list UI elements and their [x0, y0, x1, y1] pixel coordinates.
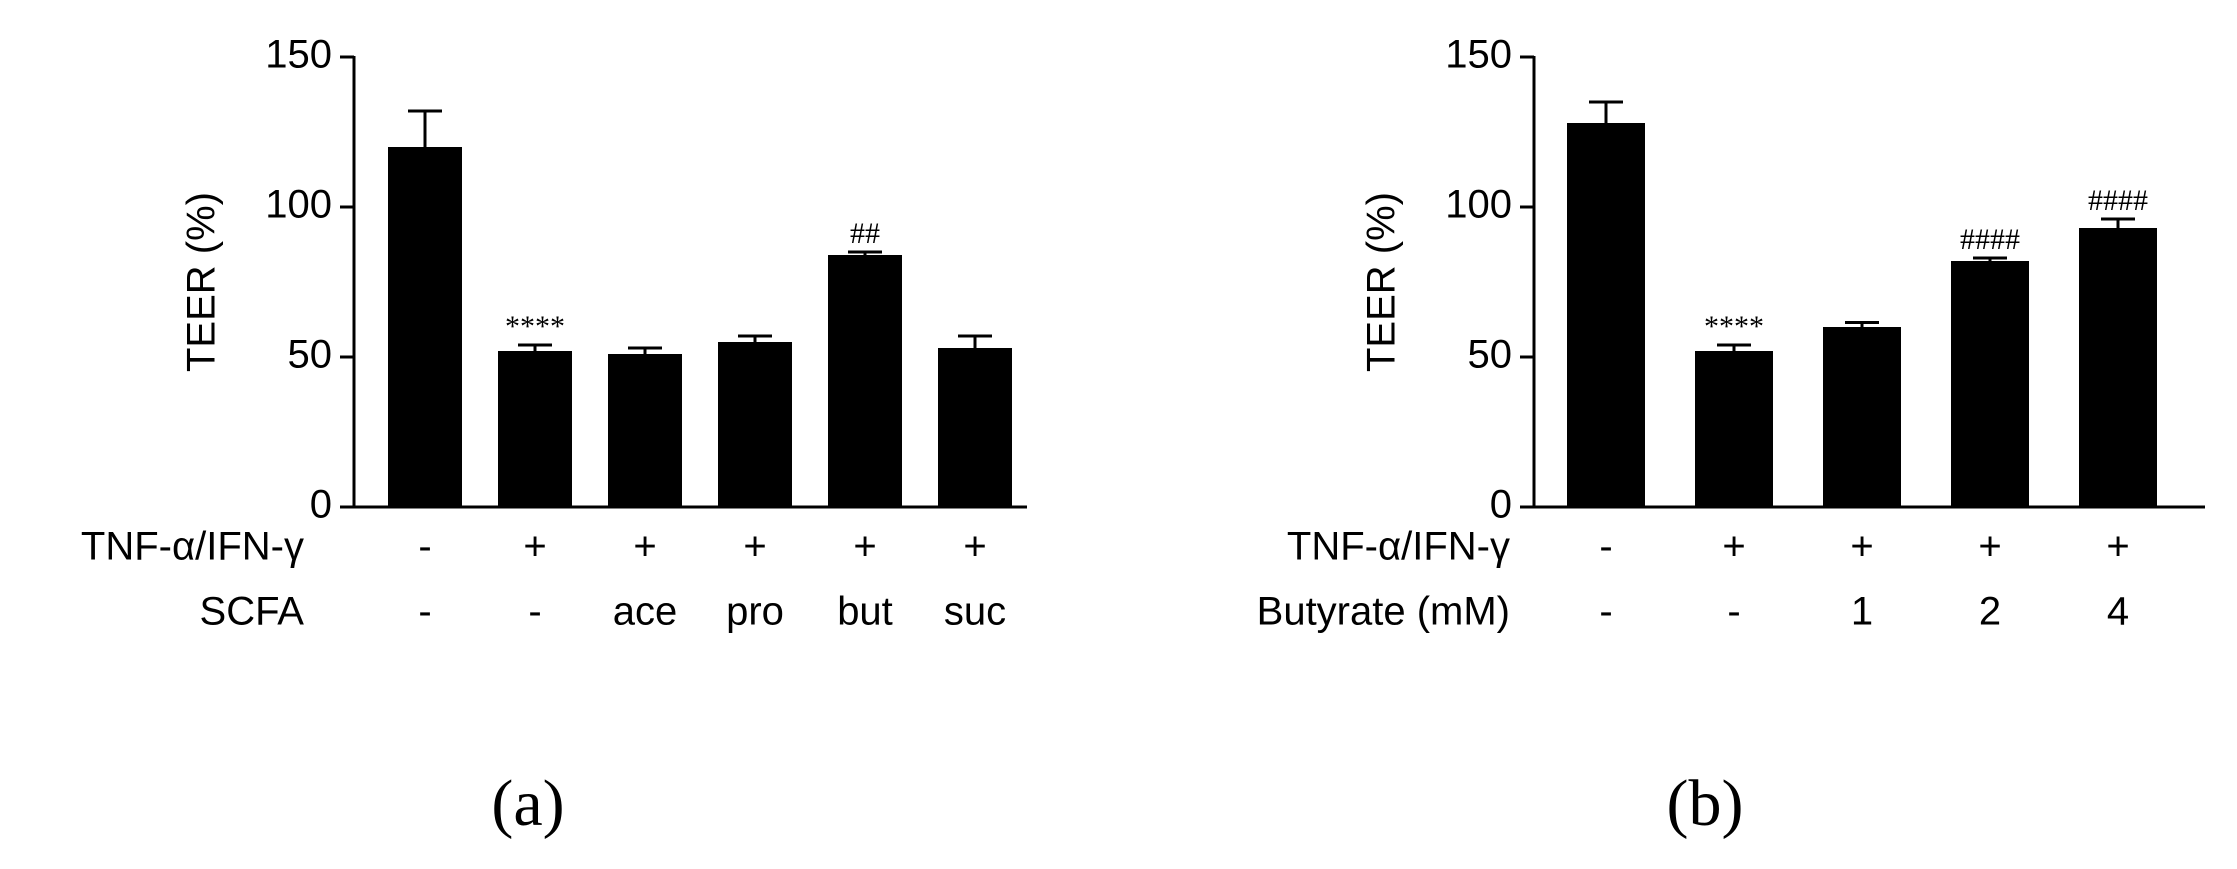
row-value: suc: [944, 590, 1006, 634]
y-tick-label: 100: [265, 183, 332, 227]
bar: [608, 354, 682, 507]
bar: [938, 348, 1012, 507]
row-value: but: [837, 590, 893, 634]
y-tick-label: 150: [265, 33, 332, 77]
y-tick-label: 0: [1490, 483, 1512, 527]
row-value: +: [2106, 525, 2129, 569]
row-label: SCFA: [200, 590, 305, 634]
bar: [2079, 228, 2157, 507]
bar: [1695, 351, 1773, 507]
bar: [718, 342, 792, 507]
panel-label: (a): [491, 767, 564, 840]
bar: [388, 147, 462, 507]
panel-label: (b): [1667, 767, 1744, 840]
row-value: +: [523, 525, 546, 569]
row-value: +: [1978, 525, 2001, 569]
row-value: 2: [1979, 590, 2001, 634]
y-tick-label: 50: [288, 333, 333, 377]
row-value: +: [1850, 525, 1873, 569]
y-tick-label: 150: [1445, 33, 1512, 77]
row-label: TNF-α/IFN-γ: [1287, 525, 1510, 569]
significance-label: ****: [505, 310, 565, 343]
row-value: -: [1599, 590, 1612, 634]
significance-label: ****: [1704, 310, 1764, 343]
y-axis-label: TEER (%): [180, 192, 224, 372]
row-value: +: [1722, 525, 1745, 569]
bar: [498, 351, 572, 507]
bar: [1823, 327, 1901, 507]
bar: [1567, 123, 1645, 507]
y-tick-label: 100: [1445, 183, 1512, 227]
significance-label: ####: [1960, 223, 2020, 256]
y-axis-label: TEER (%): [1360, 192, 1404, 372]
row-value: -: [1599, 525, 1612, 569]
row-label: TNF-α/IFN-γ: [81, 525, 304, 569]
row-label: Butyrate (mM): [1257, 590, 1510, 634]
row-value: +: [743, 525, 766, 569]
y-tick-label: 0: [310, 483, 332, 527]
row-value: 1: [1851, 590, 1873, 634]
row-value: -: [418, 590, 431, 634]
significance-label: ####: [2088, 184, 2148, 217]
row-value: -: [418, 525, 431, 569]
row-value: -: [1727, 590, 1740, 634]
row-value: 4: [2107, 590, 2129, 634]
row-value: +: [963, 525, 986, 569]
row-value: -: [528, 590, 541, 634]
y-tick-label: 50: [1468, 333, 1513, 377]
bar: [1951, 261, 2029, 507]
row-value: +: [633, 525, 656, 569]
significance-label: ##: [850, 217, 880, 250]
row-value: +: [853, 525, 876, 569]
row-value: pro: [726, 590, 784, 634]
bar: [828, 255, 902, 507]
row-value: ace: [613, 590, 678, 634]
